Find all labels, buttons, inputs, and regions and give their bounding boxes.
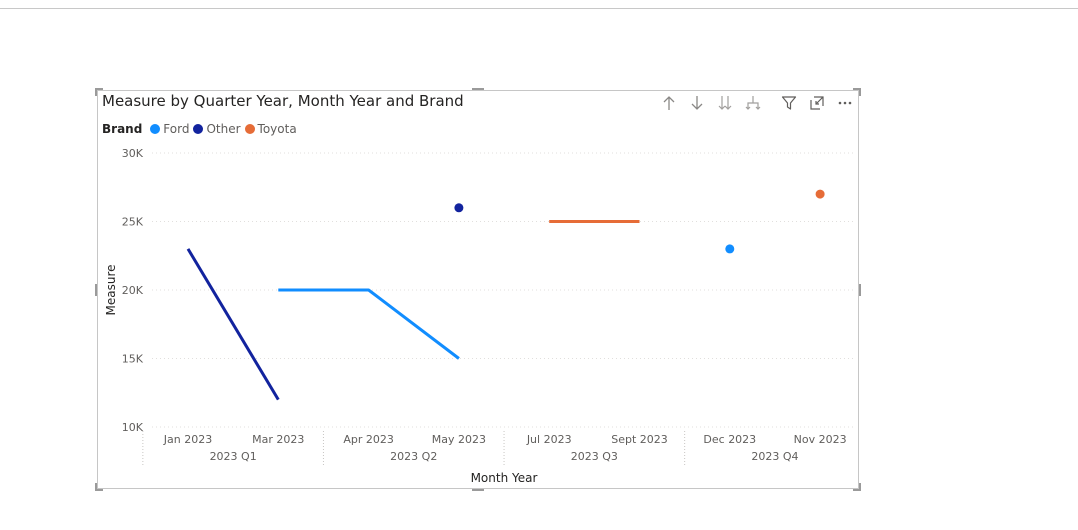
series-line-ford: [278, 288, 460, 360]
legend-label-other: Other: [206, 122, 241, 136]
x-tick-label: Jul 2023: [526, 433, 572, 446]
resize-handle-bottom-right[interactable]: [853, 489, 861, 491]
y-tick-label: 25K: [122, 216, 144, 229]
resize-handle-top-left-v[interactable]: [95, 88, 97, 96]
y-tick-label: 20K: [122, 284, 144, 297]
series-line-other: [186, 248, 280, 401]
resize-handle-left-center[interactable]: [95, 284, 97, 296]
visual-header-toolbar: [660, 94, 854, 112]
quarter-label: 2023 Q1: [210, 450, 257, 463]
resize-handle-top-right[interactable]: [853, 88, 861, 90]
chart-plot-area: 10K 15K 20K 25K 30K Measure Jan 2023 Mar 2023 Ap…: [104, 147, 854, 485]
legend-label-toyota: Toyota: [257, 122, 297, 136]
legend-title: Brand: [102, 122, 143, 136]
resize-handle-top-right-v[interactable]: [859, 88, 861, 96]
x-tick-label: Dec 2023: [703, 433, 756, 446]
resize-handle-top-left[interactable]: [95, 88, 103, 90]
y-tick-label: 10K: [122, 421, 144, 434]
resize-handle-bottom-right-v[interactable]: [859, 483, 861, 491]
filter-icon[interactable]: [780, 94, 798, 112]
legend-label-ford: Ford: [163, 122, 190, 136]
line-chart-visual[interactable]: Measure by Quarter Year, Month Year and …: [97, 90, 859, 489]
drill-up-icon[interactable]: [660, 94, 678, 112]
chart-title: Measure by Quarter Year, Month Year and …: [102, 92, 464, 110]
legend-item-other[interactable]: Other: [193, 122, 241, 136]
x-tick-label: May 2023: [432, 433, 486, 446]
legend-dot-ford: [150, 124, 161, 134]
quarter-label: 2023 Q2: [390, 450, 437, 463]
chart-legend: Brand Ford Other Toyota: [102, 122, 301, 136]
drill-down-icon[interactable]: [688, 94, 706, 112]
expand-next-level-icon[interactable]: [716, 94, 734, 112]
legend-dot-toyota: [244, 124, 255, 134]
legend-dot-other: [193, 124, 204, 134]
series-point-ford: [725, 244, 735, 254]
series-point-toyota: [815, 189, 825, 199]
x-tick-label: Mar 2023: [252, 433, 304, 446]
focus-mode-icon[interactable]: [808, 94, 826, 112]
resize-handle-bottom-center[interactable]: [472, 489, 484, 491]
resize-handle-right-center[interactable]: [859, 284, 861, 296]
legend-item-toyota[interactable]: Toyota: [244, 122, 297, 136]
more-options-icon[interactable]: [836, 94, 854, 112]
resize-handle-bottom-left[interactable]: [95, 489, 103, 491]
x-tick-label: Nov 2023: [794, 433, 847, 446]
y-axis-title: Measure: [104, 265, 118, 316]
top-divider: [0, 8, 1078, 9]
legend-item-ford[interactable]: Ford: [150, 122, 189, 136]
x-axis-title: Month Year: [471, 471, 538, 485]
x-tick-label: Sept 2023: [611, 433, 668, 446]
x-tick-label: Apr 2023: [343, 433, 394, 446]
quarter-label: 2023 Q4: [751, 450, 798, 463]
expand-hierarchy-icon[interactable]: [744, 94, 762, 112]
resize-handle-top-center[interactable]: [472, 88, 484, 90]
y-tick-label: 30K: [122, 147, 144, 160]
resize-handle-bottom-left-v[interactable]: [95, 483, 97, 491]
quarter-label: 2023 Q3: [571, 450, 618, 463]
series-point-other: [454, 203, 464, 213]
x-tick-label: Jan 2023: [163, 433, 212, 446]
y-tick-label: 15K: [122, 353, 144, 366]
